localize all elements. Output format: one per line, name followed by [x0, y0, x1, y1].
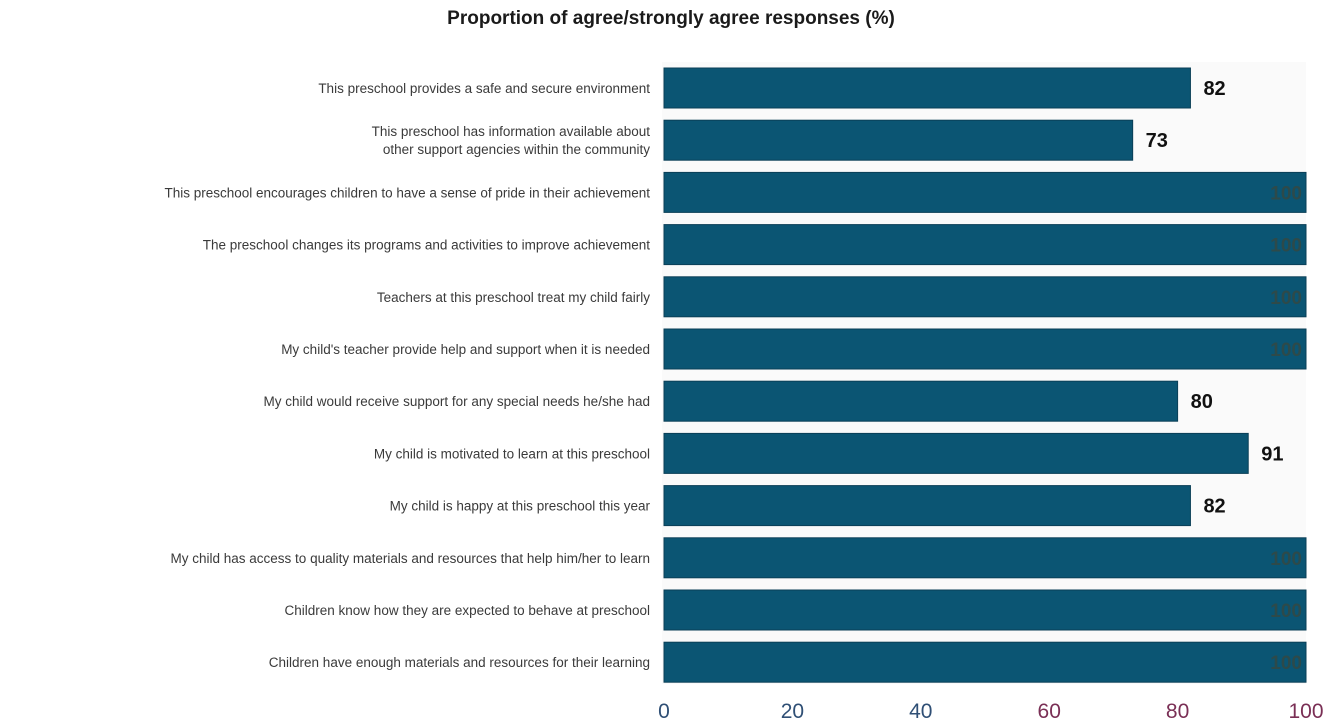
- bar: [663, 380, 1179, 422]
- category-label: My child's teacher provide help and supp…: [281, 342, 650, 357]
- bar: [663, 641, 1307, 683]
- category-label: This preschool has information available…: [372, 124, 651, 157]
- plot-area: [662, 62, 1306, 684]
- category-label: My child is happy at this preschool this…: [390, 499, 651, 514]
- data-label: 100: [1270, 653, 1302, 674]
- bar: [663, 432, 1249, 474]
- data-label: 100: [1270, 340, 1302, 361]
- x-tick-label: 0: [658, 700, 670, 723]
- chart-title: Proportion of agree/strongly agree respo…: [447, 8, 895, 29]
- x-tick-label: 100: [1288, 700, 1323, 723]
- bar: [663, 171, 1307, 213]
- bar: [663, 67, 1191, 109]
- category-label: This preschool provides a safe and secur…: [318, 81, 650, 96]
- data-label: 100: [1270, 601, 1302, 622]
- x-tick-label: 60: [1038, 700, 1061, 723]
- data-label: 100: [1270, 549, 1302, 570]
- data-label: 82: [1203, 78, 1225, 100]
- category-label: Teachers at this preschool treat my chil…: [377, 290, 650, 305]
- bar: [663, 589, 1307, 631]
- bar: [663, 537, 1307, 579]
- bar: [663, 119, 1134, 161]
- data-label: 100: [1270, 183, 1302, 204]
- data-label: 82: [1203, 496, 1225, 518]
- category-label: The preschool changes its programs and a…: [203, 238, 650, 253]
- x-tick-label: 40: [909, 700, 932, 723]
- x-tick-label: 80: [1166, 700, 1189, 723]
- category-label: My child would receive support for any s…: [264, 394, 650, 409]
- data-label: 100: [1270, 236, 1302, 257]
- data-label: 73: [1146, 130, 1168, 152]
- category-label: Children have enough materials and resou…: [269, 655, 650, 670]
- category-label: My child has access to quality materials…: [171, 551, 650, 566]
- x-tick-label: 20: [781, 700, 804, 723]
- bar: [663, 276, 1307, 318]
- bar: [663, 328, 1307, 370]
- bar: [663, 224, 1307, 266]
- category-label: Children know how they are expected to b…: [285, 603, 650, 618]
- bar: [663, 485, 1191, 527]
- category-label: My child is motivated to learn at this p…: [374, 446, 650, 461]
- data-label: 100: [1270, 288, 1302, 309]
- data-label: 91: [1261, 443, 1283, 465]
- data-label: 80: [1191, 391, 1213, 413]
- category-label: This preschool encourages children to ha…: [164, 185, 650, 200]
